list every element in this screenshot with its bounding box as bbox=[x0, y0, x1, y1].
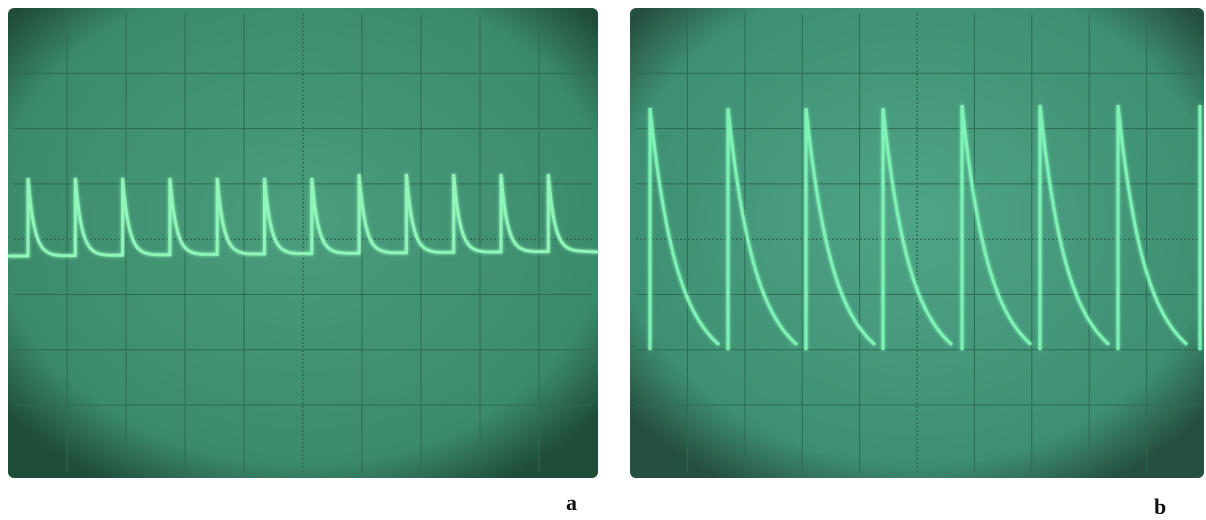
waveform-b bbox=[648, 104, 1202, 350]
grid-a bbox=[14, 14, 592, 472]
panel-label: a bbox=[566, 490, 577, 515]
waveform-a bbox=[8, 173, 599, 258]
panel-label: b bbox=[1154, 494, 1166, 519]
